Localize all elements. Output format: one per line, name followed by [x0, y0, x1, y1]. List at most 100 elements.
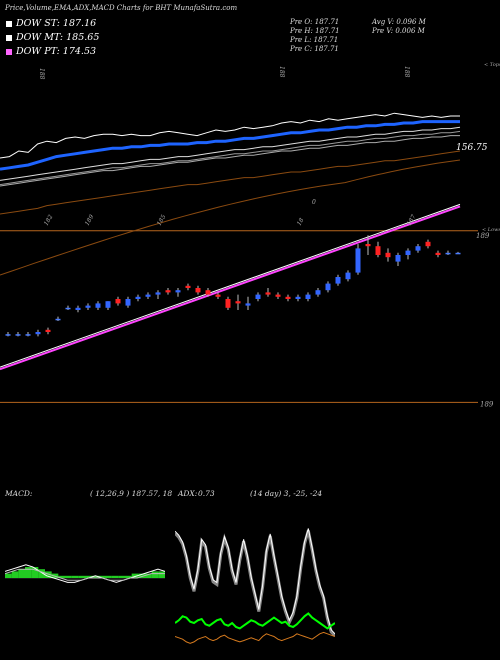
macd-hist-bar: [71, 575, 79, 578]
avg-volume: Avg V: 0.096 M: [372, 18, 426, 26]
price-tick-label: 182: [43, 213, 55, 227]
candle-body: [285, 296, 291, 299]
price-tick-label: 18: [296, 217, 306, 227]
candle-body: [265, 292, 271, 295]
candle-body: [175, 290, 181, 293]
candle-body: [135, 296, 141, 299]
price-tick-label: 189: [84, 213, 96, 227]
candle-body: [55, 318, 61, 321]
candle-body: [165, 290, 171, 293]
price-tick-label: 185: [156, 213, 168, 227]
candle-body: [455, 252, 461, 255]
adx-line: [175, 528, 335, 635]
support-value: 189: [480, 400, 494, 408]
long-ema-line: [0, 159, 461, 276]
prev-open: Pre O: 187.71: [290, 18, 340, 26]
legend-dow-mt: DOW MT: 185.65: [6, 32, 99, 43]
candle-body: [85, 305, 91, 308]
macd-hist-bar: [65, 575, 72, 578]
lows-label: < Lows: [482, 227, 500, 233]
adx-bg: [175, 500, 335, 656]
legend-dow-st: DOW ST: 187.16: [6, 18, 96, 29]
ema-white-line: [0, 112, 460, 159]
ema-tick-label: 188: [403, 66, 410, 78]
candle-body: [205, 290, 211, 295]
resistance-value: 189: [476, 232, 490, 240]
legend-label: DOW MT: 185.65: [16, 32, 100, 43]
candle-body: [215, 294, 221, 297]
macd-label: MACD:: [5, 489, 33, 498]
candle-body: [145, 294, 151, 297]
candle-body: [235, 301, 241, 304]
prev-high: Pre H: 187.71: [290, 27, 340, 35]
macd-hist-bar: [151, 571, 159, 578]
candle-body: [335, 277, 341, 284]
candle-body: [5, 334, 11, 336]
legend-dow-pt: DOW PT: 174.53: [6, 46, 96, 57]
macd-panel: [5, 500, 165, 656]
legend-label: DOW PT: 174.53: [16, 46, 97, 57]
minus-di-line: [175, 631, 335, 644]
candle-body: [245, 303, 251, 306]
macd-hist-bar: [158, 571, 165, 578]
candle-body: [75, 307, 81, 310]
candle-body: [185, 285, 191, 288]
macd-hist-bar: [145, 573, 152, 578]
ema-tick-label: 0: [312, 199, 316, 206]
candle-body: [35, 332, 41, 335]
ema-band-line: [0, 130, 461, 186]
prev-close: Pre C: 187.71: [290, 45, 339, 53]
candle-body: [445, 252, 451, 255]
legend-swatch: [6, 34, 12, 41]
trendline-magenta: [0, 205, 461, 371]
macd-hist-bar: [131, 573, 139, 578]
macd-hist-bar: [138, 573, 145, 578]
adx-value: 0.73: [198, 489, 215, 498]
tops-label: < Tops: [484, 62, 500, 68]
candle-body: [115, 299, 121, 304]
candle-body: [225, 299, 231, 308]
ema-grey-line: [0, 126, 461, 181]
ema-price-label: 156.75: [456, 143, 488, 153]
candle-body: [105, 301, 111, 308]
candle-body: [365, 244, 371, 247]
ema-blue-line: [0, 120, 460, 171]
legend-label: DOW ST: 187.16: [16, 18, 97, 29]
ema-tick-label: 188: [38, 68, 45, 80]
candle-body: [345, 272, 351, 280]
adx-label: ADX:: [178, 489, 198, 498]
candle-body: [395, 255, 401, 262]
chart-title: Price,Volume,EMA,ADX,MACD Charts for BHT…: [5, 4, 238, 12]
candle-body: [275, 294, 281, 297]
candle-body: [415, 246, 421, 251]
price-tick-label: 187: [406, 213, 418, 227]
macd-hist-bar: [125, 575, 132, 578]
macd-hist-bar: [5, 573, 12, 578]
candle-body: [385, 252, 391, 258]
candle-body: [25, 334, 31, 336]
macd-hist-bar: [111, 575, 119, 578]
candle-body: [315, 290, 321, 295]
macd-params: ( 12,26,9 ) 187.57, 18: [90, 489, 173, 498]
macd-hist-bar: [31, 567, 39, 578]
candle-body: [255, 294, 261, 299]
ema-dark-grey-line: [0, 135, 460, 187]
macd-hist-bar: [85, 575, 92, 578]
macd-hist-bar: [98, 575, 105, 578]
candle-body: [15, 334, 21, 336]
macd-hist-bar: [58, 575, 65, 578]
macd-hist-bar: [105, 575, 112, 578]
macd-hist-bar: [45, 571, 52, 578]
candle-body: [125, 299, 131, 306]
candle-body: [425, 241, 431, 247]
candle-body: [435, 252, 441, 255]
signal-line: [5, 568, 165, 581]
candle-body: [375, 246, 381, 255]
prev-volume: Pre V: 0.006 M: [372, 27, 425, 35]
macd-hist-bar: [18, 569, 25, 578]
macd-hist-bar: [91, 575, 99, 578]
candle-body: [65, 307, 71, 310]
candle-body: [305, 294, 311, 299]
macd-hist-bar: [118, 575, 125, 578]
